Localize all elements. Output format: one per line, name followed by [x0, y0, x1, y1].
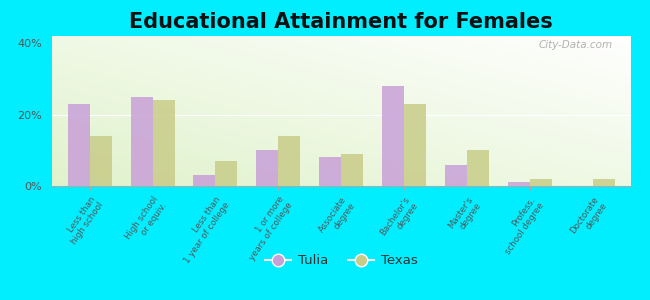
Bar: [256, 150, 278, 186]
Text: City-Data.com: City-Data.com: [539, 40, 613, 50]
Bar: [194, 175, 216, 186]
Bar: [382, 86, 404, 186]
Bar: [153, 100, 175, 186]
Bar: [68, 104, 90, 186]
Bar: [131, 97, 153, 186]
Bar: [319, 158, 341, 186]
Bar: [278, 136, 300, 186]
Bar: [508, 182, 530, 186]
Bar: [90, 136, 112, 186]
Bar: [530, 179, 552, 186]
Bar: [404, 104, 426, 186]
Title: Educational Attainment for Females: Educational Attainment for Females: [129, 12, 553, 32]
Bar: [467, 150, 489, 186]
Bar: [445, 165, 467, 186]
Legend: Tulia, Texas: Tulia, Texas: [259, 249, 423, 272]
Bar: [216, 161, 237, 186]
Bar: [593, 179, 615, 186]
Bar: [341, 154, 363, 186]
